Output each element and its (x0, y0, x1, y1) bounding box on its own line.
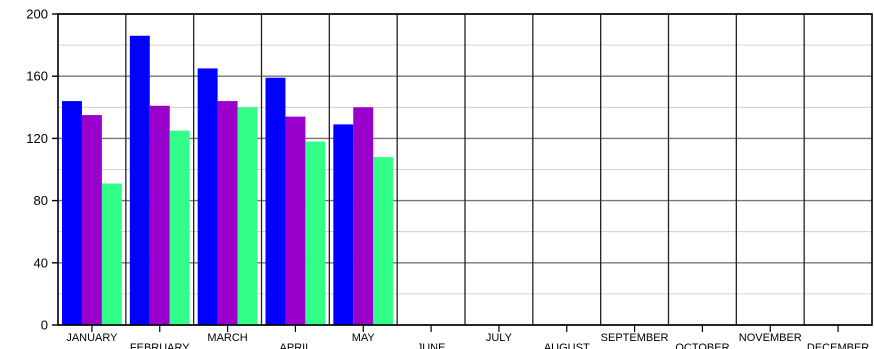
bar-s3-april (305, 141, 326, 325)
bar-s1-march (197, 68, 218, 326)
y-tick-label: 0 (41, 318, 48, 333)
x-category-label: NOVEMBER (739, 332, 802, 344)
y-tick-label: 200 (26, 7, 48, 22)
x-category-label: JANUARY (66, 332, 118, 344)
labels-layer: 0 40 80 120 160 200 JANUARY FEBRUARY MARCH APRIL M… (26, 7, 869, 349)
plot-frame (57, 13, 873, 326)
x-category-label: AUGUST (544, 342, 590, 349)
x-category-label: DECEMBER (807, 342, 869, 349)
bar-s1-february (129, 35, 150, 326)
x-category-label: FEBRUARY (130, 342, 190, 349)
bar-s3-january (101, 183, 122, 325)
bar-s2-april (285, 116, 306, 325)
axis-layer (52, 13, 873, 332)
bar-s2-march (217, 101, 238, 325)
x-category-label: SEPTEMBER (601, 332, 669, 344)
bar-s2-may (353, 107, 374, 325)
bar-s2-january (81, 115, 102, 325)
x-category-label: JUNE (417, 342, 446, 349)
y-tick-label: 80 (34, 193, 48, 208)
bar-s3-march (237, 107, 258, 325)
x-category-label: OCTOBER (675, 342, 729, 349)
bar-s1-may (333, 124, 354, 325)
bars-layer (62, 35, 394, 326)
bar-s1-april (265, 77, 286, 325)
bar-s3-february (169, 130, 190, 325)
x-category-label: APRIL (280, 342, 312, 349)
y-tick-label: 160 (26, 69, 48, 84)
x-category-label: MARCH (207, 332, 247, 344)
x-category-label: JULY (486, 332, 513, 344)
x-category-label: MAY (352, 332, 376, 344)
bar-s2-february (149, 105, 170, 326)
y-tick-label: 40 (34, 255, 48, 270)
bar-s1-january (62, 101, 82, 325)
y-tick-label: 120 (26, 131, 48, 146)
bar-s3-may (373, 157, 394, 325)
